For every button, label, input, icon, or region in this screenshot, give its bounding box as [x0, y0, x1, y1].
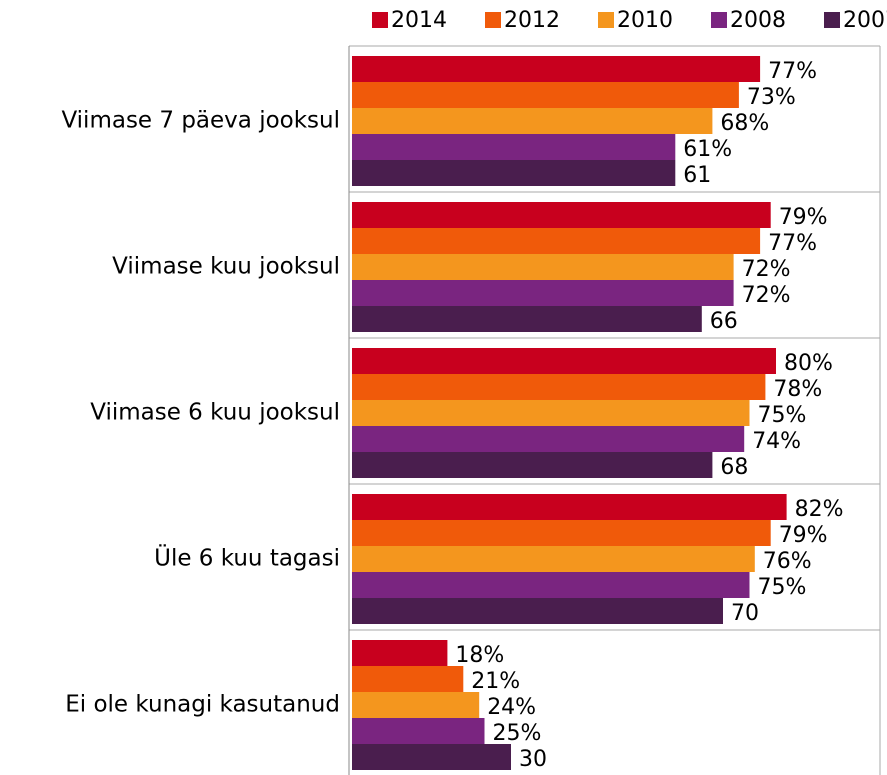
value-label: 77% — [768, 59, 817, 84]
value-label: 61% — [683, 137, 732, 162]
value-label: 21% — [471, 669, 520, 694]
legend-swatch — [711, 12, 727, 28]
legend-label: 2007 — [843, 8, 887, 33]
category-label: Viimase kuu jooksul — [112, 254, 340, 280]
legend-label: 2010 — [617, 8, 673, 33]
bar — [352, 494, 787, 520]
bar — [352, 744, 511, 770]
bar — [352, 718, 485, 744]
value-label: 75% — [758, 575, 807, 600]
legend-label: 2014 — [391, 8, 447, 33]
bar — [352, 108, 713, 134]
bar — [352, 82, 739, 108]
value-label: 76% — [763, 549, 812, 574]
value-label: 75% — [758, 403, 807, 428]
bar — [352, 546, 755, 572]
value-label: 72% — [742, 283, 791, 308]
bar — [352, 280, 734, 306]
bar — [352, 452, 713, 478]
value-label: 77% — [768, 231, 817, 256]
value-label: 79% — [779, 205, 828, 230]
bar — [352, 254, 734, 280]
bar — [352, 306, 702, 332]
bar — [352, 348, 776, 374]
value-label: 68% — [720, 111, 769, 136]
legend-swatch — [598, 12, 614, 28]
bar — [352, 598, 723, 624]
bar — [352, 692, 480, 718]
legend-label: 2008 — [730, 8, 786, 33]
value-label: 73% — [747, 85, 796, 110]
bar — [352, 426, 745, 452]
bar — [352, 520, 771, 546]
bar — [352, 666, 464, 692]
category-label: Ei ole kunagi kasutanud — [65, 692, 340, 718]
legend-swatch — [824, 12, 840, 28]
bar — [352, 374, 766, 400]
bar — [352, 400, 750, 426]
value-label: 25% — [493, 721, 542, 746]
value-label: 80% — [784, 351, 833, 376]
value-label: 61 — [683, 163, 711, 188]
value-label: 66 — [710, 309, 738, 334]
value-label: 18% — [455, 643, 504, 668]
value-label: 24% — [487, 695, 536, 720]
bar — [352, 56, 761, 82]
value-label: 70 — [731, 601, 759, 626]
bar — [352, 228, 761, 254]
value-label: 68 — [720, 455, 748, 480]
value-label: 74% — [752, 429, 801, 454]
legend-swatch — [485, 12, 501, 28]
value-label: 72% — [742, 257, 791, 282]
value-label: 82% — [795, 497, 844, 522]
legend-label: 2012 — [504, 8, 560, 33]
category-label: Viimase 7 päeva jooksul — [61, 108, 340, 134]
legend-swatch — [372, 12, 388, 28]
bar — [352, 640, 448, 666]
value-label: 79% — [779, 523, 828, 548]
bar — [352, 202, 771, 228]
bar — [352, 134, 676, 160]
bar — [352, 160, 676, 186]
bar — [352, 572, 750, 598]
value-label: 78% — [773, 377, 822, 402]
category-label: Viimase 6 kuu jooksul — [90, 400, 340, 426]
value-label: 30 — [519, 747, 547, 772]
category-label: Üle 6 kuu tagasi — [154, 544, 340, 572]
